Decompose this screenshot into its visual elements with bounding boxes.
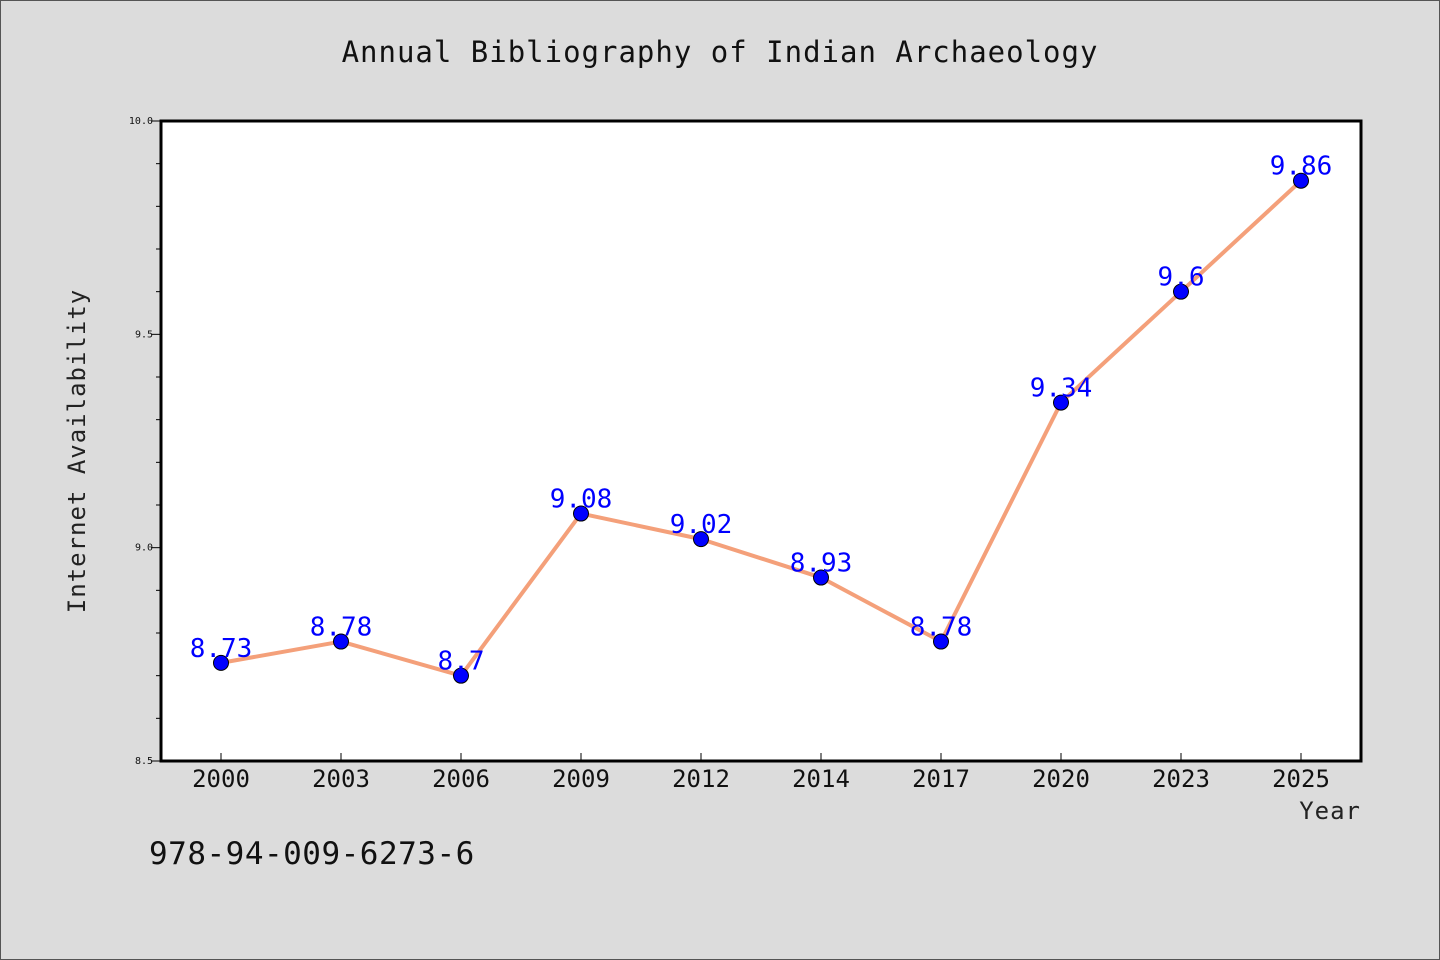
chart-title: Annual Bibliography of Indian Archaeolog… xyxy=(341,35,1099,69)
data-point xyxy=(1053,394,1069,411)
data-label: 9.08 xyxy=(550,485,613,515)
data-label: 8.73 xyxy=(190,634,253,664)
data-label: 9.6 xyxy=(1158,263,1205,293)
x-tick-label: 2000 xyxy=(192,765,250,793)
x-tick-label: 2014 xyxy=(792,765,850,793)
x-tick-label: 2017 xyxy=(912,765,970,793)
plot-area xyxy=(159,119,1363,763)
x-tick-label: 2009 xyxy=(552,765,610,793)
series-line xyxy=(220,179,1303,678)
data-label: 9.34 xyxy=(1030,374,1093,404)
data-point xyxy=(813,569,829,586)
y-tick-label: 8.5 xyxy=(135,756,153,767)
x-tick-label: 2023 xyxy=(1152,765,1210,793)
x-axis-label: Year xyxy=(1299,797,1361,825)
y-tick-label: 10.0 xyxy=(129,116,153,127)
data-label: 8.7 xyxy=(438,647,485,677)
data-label: 9.86 xyxy=(1270,152,1333,182)
x-tick-label: 2025 xyxy=(1272,765,1330,793)
data-point xyxy=(213,654,229,671)
data-label: 8.78 xyxy=(910,613,973,643)
x-tick-label: 2020 xyxy=(1032,765,1090,793)
x-tick-label: 2006 xyxy=(432,765,490,793)
data-point xyxy=(933,633,949,650)
data-point xyxy=(573,505,589,522)
data-point xyxy=(453,667,469,684)
data-point xyxy=(1173,283,1189,300)
data-label: 9.02 xyxy=(670,510,733,540)
data-label: 8.93 xyxy=(790,549,853,579)
isbn-code: 978-94-009-6273-6 xyxy=(149,836,475,872)
y-tick-label: 9.0 xyxy=(135,543,153,554)
data-point xyxy=(333,633,349,650)
x-tick-label: 2003 xyxy=(312,765,370,793)
data-point xyxy=(1293,172,1309,189)
x-tick-label: 2012 xyxy=(672,765,730,793)
data-label: 8.78 xyxy=(310,613,373,643)
data-point xyxy=(693,531,709,548)
y-tick-label: 9.5 xyxy=(135,329,153,340)
